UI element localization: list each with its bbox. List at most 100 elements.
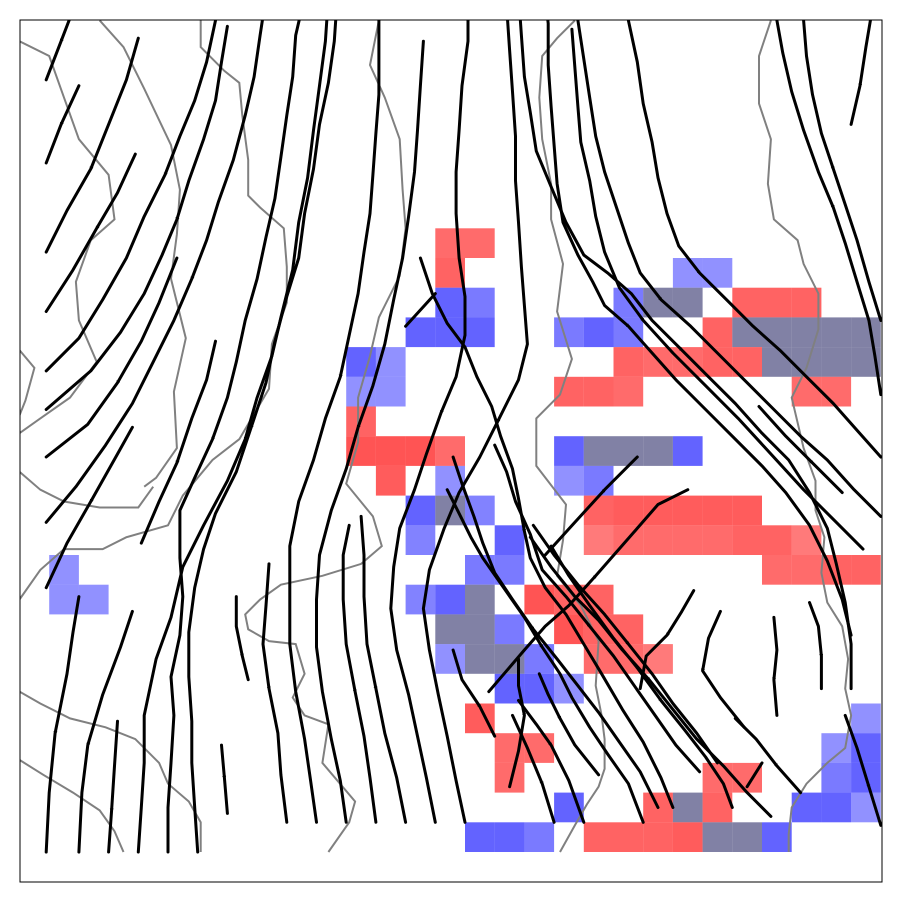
heatmap-cell	[821, 347, 852, 377]
heatmap-cell	[435, 287, 465, 318]
heatmap-cell	[465, 644, 495, 674]
heatmap-cell	[762, 555, 792, 585]
heatmap-cell	[791, 555, 822, 585]
streamline	[745, 761, 764, 789]
heatmap-cell	[435, 614, 465, 645]
streamline	[107, 719, 119, 854]
heatmap-cell	[524, 822, 555, 852]
heatmap-cell	[672, 525, 703, 555]
heatmap-cell	[851, 703, 881, 734]
streamline	[549, 544, 734, 809]
heatmap-cell	[494, 614, 525, 645]
heatmap-cell	[435, 436, 465, 466]
heatmap-cell	[643, 822, 673, 852]
heatmap-cell	[643, 287, 673, 318]
heatmap-cell	[672, 822, 703, 852]
plot-frame	[19, 19, 883, 883]
heatmap-cell	[613, 347, 644, 377]
heatmap-cell	[465, 287, 495, 318]
heatmap-cell	[524, 733, 555, 763]
contour-line	[535, 20, 606, 853]
heatmap-cell	[821, 317, 852, 348]
streamline	[576, 20, 882, 518]
heatmap-cell	[821, 762, 852, 793]
streamline	[849, 20, 872, 126]
heatmap-cell	[821, 376, 852, 407]
streamline	[493, 443, 702, 774]
streamline	[775, 20, 882, 397]
heatmap-cell	[791, 347, 822, 377]
heatmap-cell	[702, 525, 733, 555]
streamline	[341, 523, 378, 824]
heatmap-cell	[821, 792, 852, 823]
streamline	[136, 20, 329, 854]
contour-line	[98, 20, 187, 488]
heatmap-cell	[613, 495, 644, 526]
heatmap-cell	[791, 376, 822, 407]
heatmap-cell	[643, 525, 673, 555]
heatmap-cell	[613, 317, 644, 348]
heatmap-cell	[583, 436, 614, 466]
heatmap-cell	[375, 376, 406, 407]
streamline	[139, 339, 217, 545]
heatmap-cell	[672, 436, 703, 466]
streamline	[359, 514, 408, 824]
heatmap-cell	[465, 495, 495, 526]
heatmap-cell	[762, 317, 792, 348]
contour-line	[20, 471, 155, 509]
heatmap-cell	[465, 614, 495, 645]
heatmap-cell	[494, 822, 525, 852]
heatmap-cell	[435, 644, 465, 674]
streamline	[44, 36, 140, 254]
heatmap-cell	[672, 495, 703, 526]
heatmap-cell	[732, 525, 762, 555]
heatmap-cell	[494, 525, 525, 555]
streamline	[421, 20, 529, 824]
streamline	[487, 488, 690, 694]
heatmap-cell	[762, 287, 792, 318]
heatmap-cell	[49, 584, 79, 615]
heatmap-cell	[732, 822, 762, 852]
heatmap-cell	[375, 436, 406, 466]
streamline	[511, 713, 556, 824]
heatmap-cell	[465, 822, 495, 852]
heatmap-cell	[762, 822, 792, 852]
heatmap-cell	[791, 287, 822, 318]
heatmap-cell	[702, 762, 733, 793]
heatmap-cell	[405, 584, 436, 615]
heatmap-cell	[435, 584, 465, 615]
heatmap-cell	[554, 376, 584, 407]
heatmap-cell	[702, 822, 733, 852]
heatmap-cell	[583, 465, 614, 496]
streamline	[772, 615, 779, 717]
streamline	[518, 20, 853, 691]
heatmap-cell	[554, 436, 584, 466]
heatmap-cell	[613, 436, 644, 466]
streamline	[44, 595, 81, 854]
heatmap-cell	[672, 287, 703, 318]
heatmap-cell	[672, 347, 703, 377]
heatmap-cell	[435, 228, 465, 258]
heatmap-cell	[554, 465, 584, 496]
streamline	[843, 713, 882, 827]
heatmap-cell	[583, 822, 614, 852]
heatmap-cell	[643, 436, 673, 466]
heatmap-cell	[465, 317, 495, 348]
heatmap-cell	[405, 525, 436, 555]
heatmap-cell	[583, 376, 614, 407]
heatmap-cell	[851, 555, 881, 585]
heatmap-cell	[732, 495, 762, 526]
contour-line	[20, 349, 36, 416]
streamline	[234, 595, 250, 682]
streamlines	[44, 20, 882, 854]
contour-line	[758, 20, 853, 852]
heatmap-cell	[762, 347, 792, 377]
heatmap-cell	[375, 465, 406, 496]
streamline	[404, 292, 437, 328]
heatmap-cell	[702, 495, 733, 526]
streamline	[733, 716, 803, 795]
streamline	[543, 455, 639, 557]
heatmap-cell	[791, 792, 822, 823]
